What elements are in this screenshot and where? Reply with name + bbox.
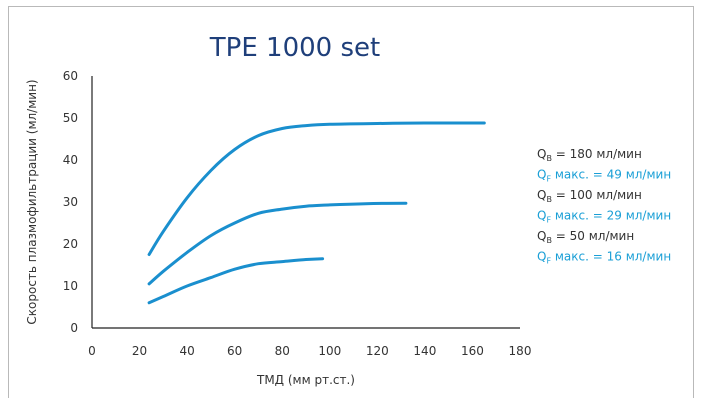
- y-tick-label: 10: [63, 279, 78, 293]
- series-group: [147, 121, 486, 305]
- series-line-3: [147, 257, 325, 305]
- x-tick-label: 180: [509, 344, 532, 358]
- chart-frame: [8, 6, 694, 398]
- x-tick-label: 20: [132, 344, 147, 358]
- y-tick-label: 20: [63, 237, 78, 251]
- legend-text-rest: макс. = 49 мл/мин: [551, 168, 671, 182]
- legend-entry: QB = 100 мл/мин: [537, 188, 642, 204]
- x-tick-label: 40: [179, 344, 194, 358]
- x-tick-label: 160: [461, 344, 484, 358]
- legend-entry: QB = 180 мл/мин: [537, 147, 642, 163]
- y-tick-label: 60: [63, 69, 78, 83]
- legend-subscript: F: [546, 257, 551, 266]
- legend-subscript: B: [546, 154, 552, 163]
- legend-text-rest: = 50 мл/мин: [552, 229, 634, 243]
- legend-subscript: B: [546, 195, 552, 204]
- x-tick-labels: 0 20 40 60 80 100 120 140 160 180: [88, 344, 531, 358]
- y-axis-label: Скорость плазмофильтрации (мл/мин): [25, 79, 39, 324]
- x-tick-label: 120: [366, 344, 389, 358]
- x-tick-label: 0: [88, 344, 96, 358]
- x-tick-label: 140: [413, 344, 436, 358]
- legend-q: Q: [537, 229, 546, 243]
- legend-subscript: B: [546, 236, 552, 245]
- x-tick-label: 80: [275, 344, 290, 358]
- legend-text-rest: макс. = 29 мл/мин: [551, 209, 671, 223]
- legend-entry: QF макс. = 16 мл/мин: [537, 250, 671, 266]
- legend-text-rest: макс. = 16 мл/мин: [551, 250, 671, 264]
- legend-entry: QB = 50 мл/мин: [537, 229, 634, 245]
- y-tick-label: 40: [63, 153, 78, 167]
- legend-q: Q: [537, 209, 546, 223]
- legend-entry: QF макс. = 49 мл/мин: [537, 168, 671, 184]
- legend-entry: QF макс. = 29 мл/мин: [537, 209, 671, 225]
- legend-subscript: F: [546, 216, 551, 225]
- x-tick-label: 100: [318, 344, 341, 358]
- legend-q: Q: [537, 188, 546, 202]
- series-line-2: [147, 201, 408, 286]
- y-tick-label: 50: [63, 111, 78, 125]
- y-tick-label: 0: [70, 321, 78, 335]
- legend-q: Q: [537, 250, 546, 264]
- legend-text-rest: = 180 мл/мин: [552, 147, 642, 161]
- y-tick-labels: 0 10 20 30 40 50 60: [63, 69, 78, 335]
- legend-q: Q: [537, 147, 546, 161]
- legend-text-rest: = 100 мл/мин: [552, 188, 642, 202]
- y-tick-label: 30: [63, 195, 78, 209]
- x-tick-label: 60: [227, 344, 242, 358]
- legend-q: Q: [537, 168, 546, 182]
- legend-subscript: F: [546, 175, 551, 184]
- x-axis-label: ТМД (мм рт.ст.): [256, 373, 355, 387]
- chart-title: TPE 1000 set: [209, 33, 380, 63]
- series-line-1: [147, 121, 486, 256]
